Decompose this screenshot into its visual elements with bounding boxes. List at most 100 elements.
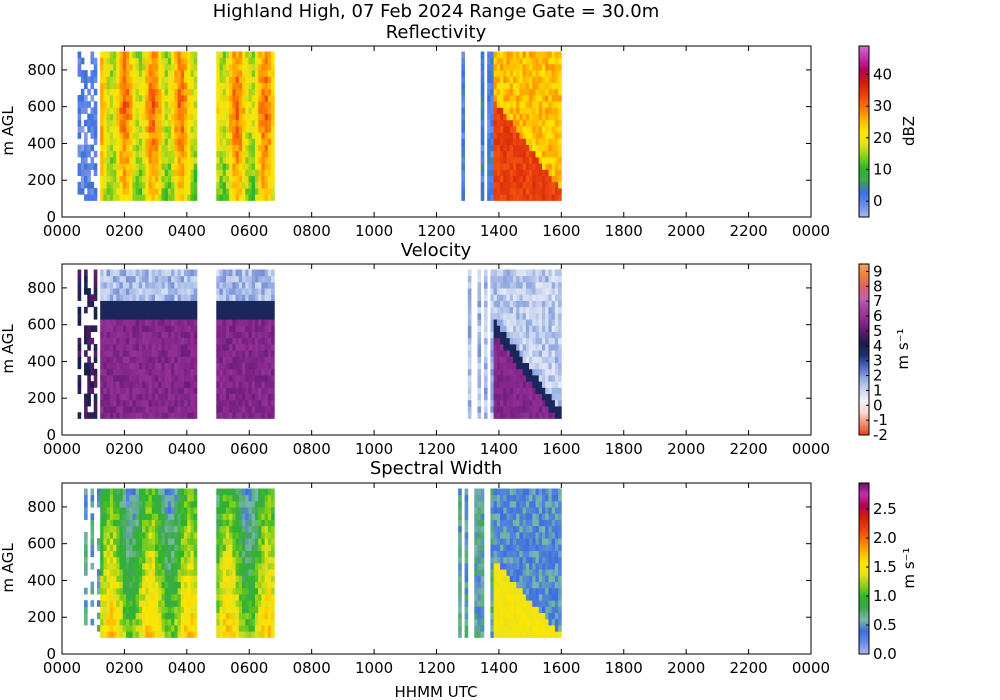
velocity-cell xyxy=(238,356,243,364)
spectral-width-cell xyxy=(229,600,233,607)
velocity-cell xyxy=(161,300,166,308)
velocity-cell xyxy=(135,325,140,332)
reflectivity-cell xyxy=(545,132,549,139)
velocity-cell xyxy=(503,306,507,314)
reflectivity-cell xyxy=(100,157,104,164)
spectral-width-cell xyxy=(174,631,178,638)
velocity-cell xyxy=(503,294,507,301)
reflectivity-cell xyxy=(545,113,549,121)
reflectivity-cell xyxy=(258,119,262,127)
reflectivity-cell xyxy=(184,175,188,183)
velocity-cell xyxy=(548,343,553,351)
velocity-cell xyxy=(545,275,549,283)
reflectivity-cell xyxy=(119,144,124,152)
reflectivity-cell xyxy=(554,194,559,201)
reflectivity-cell xyxy=(538,150,543,158)
spectral-width-cell xyxy=(106,538,111,545)
reflectivity-cell xyxy=(532,157,536,164)
spectral-width-cell xyxy=(229,569,233,576)
spectral-width-cell xyxy=(103,631,108,638)
reflectivity-cell xyxy=(225,107,230,114)
velocity-cell xyxy=(525,294,530,301)
spectral-width-cell xyxy=(177,594,182,601)
velocity-cell xyxy=(467,381,472,388)
reflectivity-cell xyxy=(222,181,227,189)
velocity-cell xyxy=(109,331,114,339)
velocity-cell xyxy=(148,368,153,376)
reflectivity-cell xyxy=(509,150,514,158)
velocity-cell xyxy=(496,294,501,301)
velocity-cell xyxy=(242,343,246,351)
spectral-width-cell xyxy=(145,488,149,496)
reflectivity-xtick-label: 1200 xyxy=(417,222,455,240)
reflectivity-cell xyxy=(258,163,262,170)
reflectivity-cell xyxy=(148,138,153,146)
spectral-width-cell xyxy=(138,562,143,570)
reflectivity-cell xyxy=(238,138,243,146)
velocity-cell xyxy=(538,368,543,376)
velocity-cell xyxy=(103,331,108,339)
spectral-width-cell xyxy=(151,575,156,583)
reflectivity-cell xyxy=(113,57,117,65)
reflectivity-cell xyxy=(487,107,491,114)
spectral-width-cell xyxy=(109,488,114,496)
spectral-width-cell xyxy=(161,500,166,508)
reflectivity-cell xyxy=(167,101,172,108)
reflectivity-cell xyxy=(151,82,156,90)
reflectivity-cell xyxy=(487,194,491,201)
velocity-cell xyxy=(219,294,224,301)
velocity-cell xyxy=(271,381,275,388)
velocity-cell xyxy=(174,406,178,413)
velocity-cell xyxy=(158,288,162,295)
spectral-width-cell xyxy=(245,513,249,520)
reflectivity-cell xyxy=(80,169,85,177)
velocity-cell xyxy=(174,331,178,339)
reflectivity-cell xyxy=(522,157,527,164)
reflectivity-cell xyxy=(509,51,514,59)
reflectivity-cell xyxy=(187,57,191,65)
reflectivity-cell xyxy=(238,194,243,201)
velocity-cell xyxy=(135,381,140,388)
reflectivity-cell xyxy=(271,144,275,152)
reflectivity-cell xyxy=(503,113,507,121)
velocity-xtick-label: 1400 xyxy=(480,440,518,458)
reflectivity-cell xyxy=(145,94,149,102)
spectral-width-cell xyxy=(225,488,230,496)
reflectivity-cell xyxy=(490,188,495,195)
spectral-width-cell xyxy=(187,587,191,595)
reflectivity-cell xyxy=(155,194,159,201)
reflectivity-cell xyxy=(103,157,108,164)
spectral-width-cell xyxy=(177,525,182,533)
reflectivity-cell xyxy=(538,113,543,121)
spectral-width-cell xyxy=(219,538,224,545)
velocity-cell xyxy=(532,331,536,339)
spectral-width-cell xyxy=(245,550,249,558)
velocity-cell xyxy=(129,406,133,413)
velocity-cell xyxy=(500,331,504,339)
reflectivity-cell xyxy=(267,169,272,177)
spectral-width-cell xyxy=(142,544,146,551)
spectral-width-cell xyxy=(248,513,253,520)
spectral-width-cell xyxy=(187,544,191,551)
velocity-cell xyxy=(116,362,120,370)
reflectivity-cell xyxy=(125,119,130,127)
spectral-width-cell xyxy=(142,631,146,638)
reflectivity-cell xyxy=(155,76,159,83)
reflectivity-cell xyxy=(193,181,198,189)
velocity-cell xyxy=(135,393,140,401)
velocity-cell xyxy=(254,337,259,345)
reflectivity-cell xyxy=(193,82,198,90)
reflectivity-cell xyxy=(235,138,240,146)
velocity-cell xyxy=(535,368,540,376)
spectral-width-cell xyxy=(222,488,227,496)
velocity-cell xyxy=(116,300,120,308)
reflectivity-cell xyxy=(122,76,127,83)
velocity-cell xyxy=(232,343,237,351)
spectral-width-cell xyxy=(103,587,108,595)
velocity-cell xyxy=(161,343,166,351)
reflectivity-cell xyxy=(225,57,230,65)
reflectivity-cell xyxy=(187,94,191,102)
velocity-cell xyxy=(142,362,146,370)
velocity-cell xyxy=(158,343,162,351)
velocity-cell xyxy=(516,331,520,339)
